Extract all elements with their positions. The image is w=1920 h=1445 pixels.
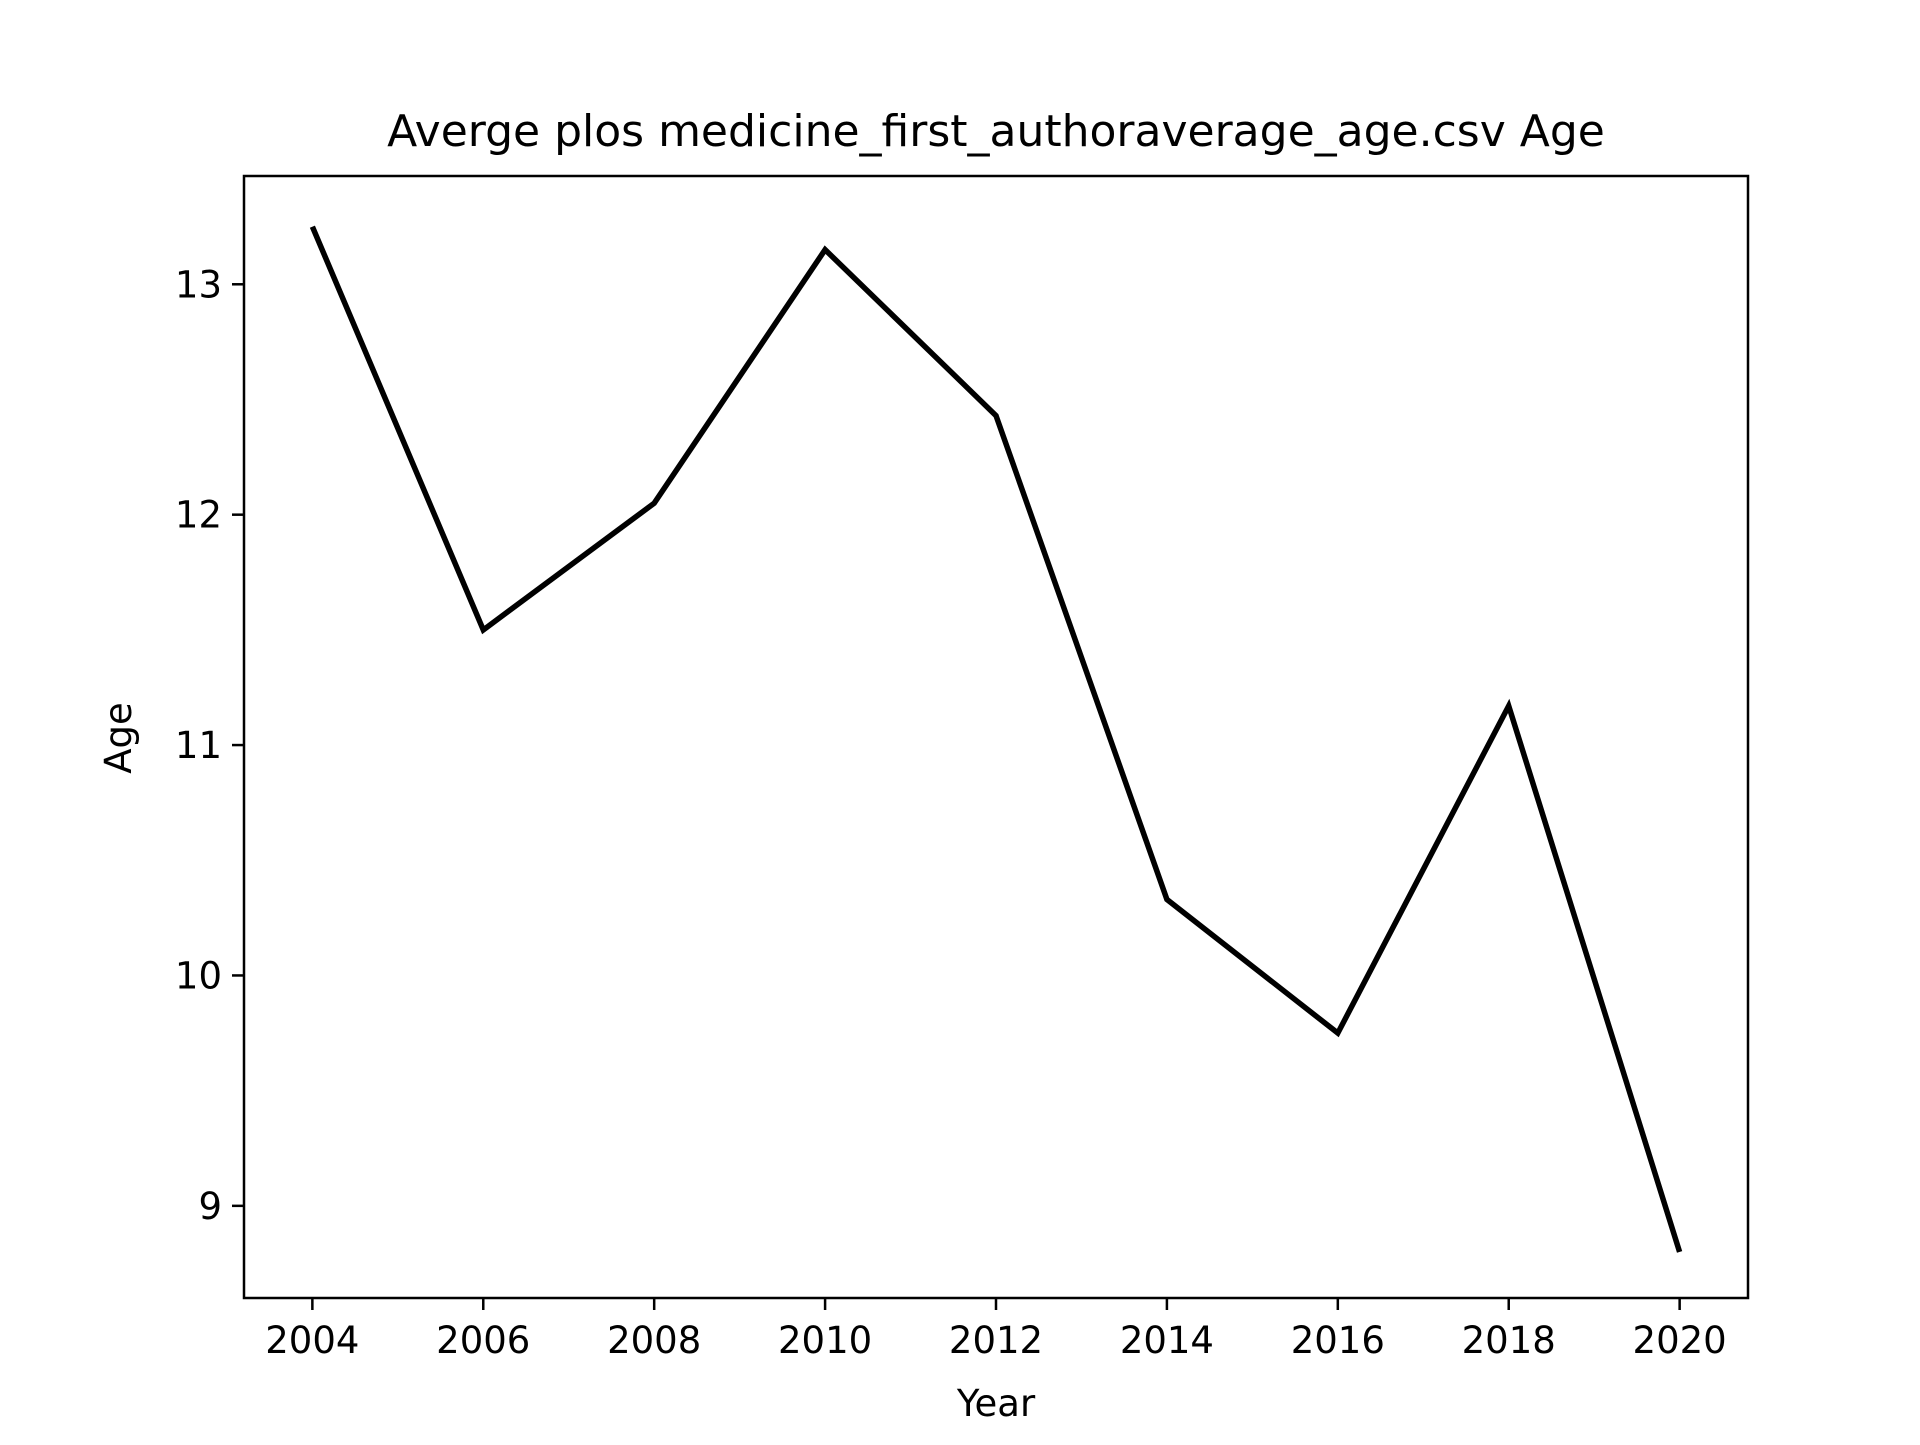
y-tick-label: 13 [175, 263, 222, 306]
x-tick-label: 2006 [436, 1319, 530, 1362]
x-tick-label: 2020 [1633, 1319, 1727, 1362]
plot-frame [242, 174, 1750, 1300]
y-tick-label: 9 [198, 1185, 222, 1228]
x-tick-label: 2016 [1291, 1319, 1385, 1362]
x-tick-label: 2010 [778, 1319, 872, 1362]
x-axis: 2004 2006 2008 2010 2012 2014 2016 2018 2020 [265, 1298, 1727, 1362]
x-tick-label: 2008 [607, 1319, 701, 1362]
y-tick-label: 12 [175, 494, 222, 537]
series-line [309, 225, 1683, 1253]
x-tick-label: 2014 [1120, 1319, 1214, 1362]
x-tick-label: 2012 [949, 1319, 1043, 1362]
plot-area [309, 225, 1683, 1253]
x-axis-label: Year [956, 1382, 1036, 1425]
x-tick-label: 2004 [265, 1319, 359, 1362]
y-axis: 9 10 11 12 13 [175, 263, 244, 1228]
y-tick-label: 10 [175, 954, 222, 997]
y-axis-label: Age [97, 702, 140, 774]
chart-title: Averge plos medicine_first_authoraverage… [387, 106, 1605, 157]
x-tick-label: 2018 [1462, 1319, 1556, 1362]
y-tick-label: 11 [175, 724, 222, 767]
